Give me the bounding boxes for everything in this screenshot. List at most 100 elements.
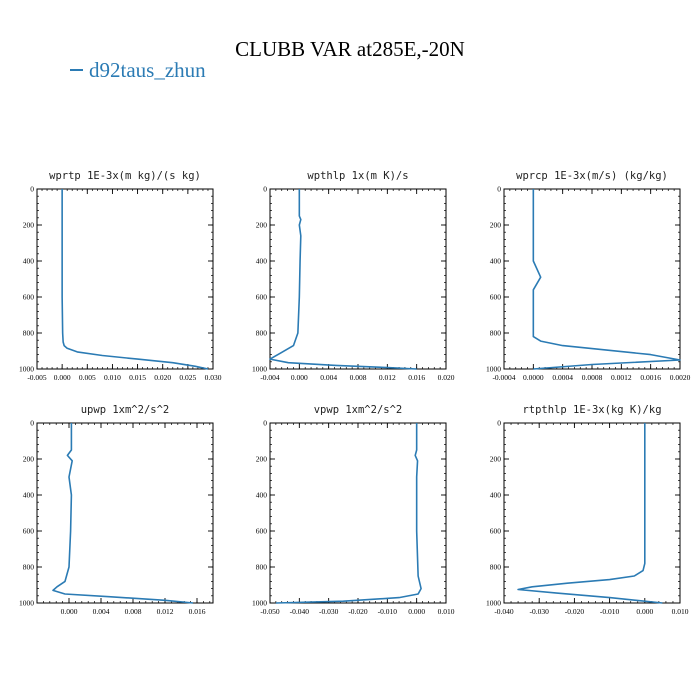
y-tick-label: 800 [490, 329, 502, 338]
y-tick-label: 1000 [19, 365, 34, 374]
x-tick-label: 0.0020 [670, 373, 691, 382]
y-tick-label: 600 [23, 293, 35, 302]
series-line [275, 423, 422, 604]
x-tick-label: -0.004 [260, 373, 280, 382]
x-tick-label: 0.010 [438, 607, 455, 616]
y-tick-label: 800 [256, 329, 268, 338]
y-tick-label: 200 [256, 221, 268, 230]
y-tick-label: 800 [256, 563, 268, 572]
x-tick-label: -0.040 [494, 607, 514, 616]
y-tick-label: 800 [490, 563, 502, 572]
series-line [61, 189, 209, 370]
y-tick-label: 200 [490, 221, 502, 230]
subplot-title: wpthlp 1x(m K)/s [307, 170, 408, 182]
series-line [517, 423, 663, 604]
x-tick-label: 0.0016 [640, 373, 661, 382]
subplot-title: wprtp 1E-3x(m kg)/(s kg) [49, 170, 201, 182]
y-tick-label: 200 [23, 221, 35, 230]
series-line [532, 189, 681, 370]
subplot-5: vpwp 1xm^2/s^2 -0.050 -0.040 -0.030 -0.020 -0… [252, 404, 455, 616]
y-tick-label: 800 [23, 563, 35, 572]
x-tick-label: 0.016 [408, 373, 425, 382]
subplot-2: wpthlp 1x(m K)/s -0.004 0.000 0.004 0.008 0.0… [252, 170, 455, 382]
x-tick-label: -0.030 [530, 607, 550, 616]
y-tick-label: 400 [256, 491, 268, 500]
x-tick-label: 0.020 [154, 373, 171, 382]
legend-swatch [70, 69, 83, 72]
y-tick-label: 400 [23, 257, 35, 266]
y-tick-label: 0 [497, 419, 501, 428]
x-tick-label: -0.020 [348, 607, 368, 616]
y-tick-label: 600 [256, 293, 268, 302]
x-tick-label: 0.025 [179, 373, 196, 382]
y-tick-label: 600 [490, 293, 502, 302]
y-tick-label: 0 [30, 419, 34, 428]
x-tick-label: 0.000 [636, 607, 653, 616]
x-tick-label: 0.008 [350, 373, 367, 382]
y-tick-label: 600 [23, 527, 35, 536]
y-tick-label: 1000 [486, 365, 501, 374]
x-tick-label: 0.016 [189, 607, 206, 616]
y-tick-label: 400 [490, 491, 502, 500]
subplot-4: upwp 1xm^2/s^2 0.000 0.004 0.008 0.012 0.016 0… [19, 404, 214, 616]
x-tick-label: -0.020 [565, 607, 585, 616]
y-tick-label: 0 [263, 185, 267, 194]
y-tick-label: 0 [497, 185, 501, 194]
x-tick-label: 0.0012 [611, 373, 632, 382]
plot-frame [269, 422, 447, 604]
x-tick-label: -0.010 [600, 607, 620, 616]
y-tick-label: 1000 [252, 599, 267, 608]
subplot-title: wprcp 1E-3x(m/s) (kg/kg) [516, 170, 668, 182]
x-tick-label: 0.004 [93, 607, 110, 616]
plot-frame [503, 422, 681, 604]
y-tick-label: 400 [490, 257, 502, 266]
x-tick-label: 0.010 [672, 607, 689, 616]
plot-frame [36, 188, 214, 370]
x-tick-label: -0.010 [378, 607, 398, 616]
x-tick-label: 0.004 [320, 373, 337, 382]
x-tick-label: 0.012 [157, 607, 174, 616]
y-tick-label: 0 [263, 419, 267, 428]
x-tick-label: 0.000 [61, 607, 78, 616]
x-tick-label: -0.040 [290, 607, 310, 616]
y-tick-label: 600 [256, 527, 268, 536]
x-tick-label: 0.010 [104, 373, 121, 382]
y-tick-label: 1000 [486, 599, 501, 608]
x-tick-label: 0.000 [54, 373, 71, 382]
plot-frame [36, 422, 214, 604]
subplot-title: vpwp 1xm^2/s^2 [314, 404, 403, 416]
subplot-title: rtpthlp 1E-3x(kg K)/kg [522, 404, 661, 416]
y-tick-label: 800 [23, 329, 35, 338]
subplot-1: wprtp 1E-3x(m kg)/(s kg) -0.005 0.000 0.005… [19, 170, 222, 382]
subplot-3: wprcp 1E-3x(m/s) (kg/kg) -0.0004 0.0000 0.0… [486, 170, 691, 382]
y-tick-label: 400 [256, 257, 268, 266]
series-line [269, 189, 417, 370]
y-tick-label: 200 [256, 455, 268, 464]
x-tick-label: -0.0004 [492, 373, 515, 382]
x-tick-label: -0.005 [27, 373, 47, 382]
plot-frame [503, 188, 681, 370]
legend: d92taus_zhun [70, 58, 206, 83]
y-tick-label: 0 [30, 185, 34, 194]
x-tick-label: 0.008 [125, 607, 142, 616]
x-tick-label: -0.030 [319, 607, 339, 616]
y-tick-label: 200 [490, 455, 502, 464]
x-tick-label: 0.030 [205, 373, 222, 382]
x-tick-label: 0.000 [408, 607, 425, 616]
figure-title: CLUBB VAR at285E,-20N [235, 37, 465, 61]
x-tick-label: 0.005 [79, 373, 96, 382]
y-tick-label: 200 [23, 455, 35, 464]
series-line [52, 423, 194, 604]
y-tick-label: 600 [490, 527, 502, 536]
x-tick-label: 0.0000 [523, 373, 544, 382]
x-tick-label: 0.0008 [582, 373, 603, 382]
x-tick-label: 0.020 [438, 373, 455, 382]
x-tick-label: 0.000 [291, 373, 308, 382]
x-tick-label: 0.0004 [552, 373, 573, 382]
x-tick-label: -0.050 [260, 607, 280, 616]
x-tick-label: 0.015 [129, 373, 146, 382]
x-tick-label: 0.012 [379, 373, 396, 382]
y-tick-label: 1000 [19, 599, 34, 608]
legend-label: d92taus_zhun [89, 58, 206, 82]
